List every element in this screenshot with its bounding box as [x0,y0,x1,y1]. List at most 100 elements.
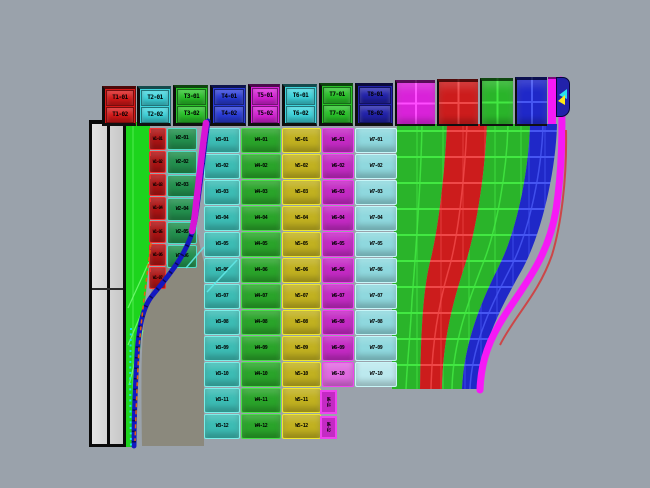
plate-label: W3-03 [215,188,229,195]
plate[interactable]: W7-03 [355,179,397,205]
plate[interactable]: W4-12 [241,413,281,439]
band-panel-navy[interactable]: T8-01 T8-02 [355,83,393,126]
plate-label: W4-05 [254,240,268,247]
plate[interactable]: W6-09 [322,336,354,362]
plate[interactable]: T4-01 [214,88,244,105]
plate[interactable]: T5-01 [252,87,278,105]
plate-column-lightcyan[interactable]: W7-01 W7-02 W7-03 W7-04 W7-05 W7-06 W7-07 W7-08… [355,127,397,388]
strake-green-grid[interactable] [392,124,447,389]
plate[interactable]: W5-03 [282,179,321,205]
plate[interactable]: W5-02 [282,153,321,179]
spar-slab[interactable] [89,120,126,447]
plate[interactable]: W7-02 [355,153,397,179]
plate[interactable]: W5-04 [282,205,321,231]
plate[interactable]: W6-01 [322,127,354,153]
plate-column-magenta-tabs[interactable]: W6-11 W6-12 [320,389,337,440]
plate[interactable]: W5-09 [282,335,321,361]
plate[interactable]: W6-07 [322,284,354,310]
plate[interactable]: T3-02 [177,106,206,123]
plate-column-magenta[interactable]: W6-01 W6-02 W6-03 W6-04 W6-05 W6-06 W6-07 W6-08… [322,127,354,388]
band-panel-blue[interactable]: T4-01 T4-02 [210,85,246,126]
band-panel-cyan[interactable]: T2-01 T2-02 [137,86,171,126]
strake-seam-lines [405,123,544,390]
plate[interactable]: T7-02 [323,105,351,123]
plate[interactable]: W6-06 [322,257,354,284]
plate[interactable]: W4-07 [241,283,281,309]
plate[interactable]: W7-07 [355,284,397,310]
band-panel-green-2[interactable]: T7-01 T7-02 [319,83,353,126]
plate[interactable]: W5-07 [282,283,321,309]
plate-column-green[interactable]: W4-01 W4-02 W4-03 W4-04 W4-05 W4-06 W4-07 W4-08… [241,127,281,439]
plate[interactable]: T6-02 [286,105,315,123]
hull-rim-magenta[interactable] [476,76,566,394]
plate[interactable]: W6-12 [320,415,337,439]
plate-label: W4-11 [254,396,268,403]
plate[interactable]: T8-02 [359,105,391,123]
selection-arrow-icon [558,89,567,105]
plate[interactable]: W7-09 [355,336,397,362]
plate[interactable]: T1-01 [106,89,134,106]
plate[interactable]: W6-10 [322,362,354,388]
plate[interactable]: W6-05 [322,231,354,257]
plate[interactable]: W4-01 [241,127,281,153]
plate[interactable]: W5-06 [282,257,321,283]
plate[interactable]: W4-06 [241,257,281,283]
plate[interactable]: W6-04 [322,205,354,231]
slab-seam [92,288,123,290]
slab-plank-divider [107,124,110,444]
band-panel-red[interactable]: T1-01 T1-02 [102,86,136,126]
plate[interactable]: W6-08 [322,310,354,336]
plate[interactable]: T3-01 [177,88,206,105]
band-end-cap[interactable] [556,77,570,117]
plate[interactable]: W6-02 [322,153,354,179]
plate[interactable]: T7-01 [323,86,351,104]
plate[interactable]: W5-12 [282,413,321,439]
plate[interactable]: W5-05 [282,231,321,257]
plate-label: W4-02 [254,162,268,169]
plate[interactable]: W7-05 [355,231,397,257]
plate[interactable]: T1-02 [106,106,134,123]
band-panel-cyan-2[interactable]: T6-01 T6-02 [282,84,317,126]
plate-column-yellow[interactable]: W5-01 W5-02 W5-03 W5-04 W5-05 W5-06 W5-07 W5-08… [282,127,321,439]
plate[interactable]: W4-08 [241,309,281,335]
plate-label: W5-07 [295,292,308,299]
plate[interactable]: W4-11 [241,387,281,413]
plate[interactable]: W7-10 [355,362,397,388]
plate[interactable]: W5-01 [282,127,321,153]
plate[interactable]: W5-11 [282,387,321,413]
plate-label: W5-08 [295,318,308,325]
plate[interactable]: W7-04 [355,205,397,231]
plate[interactable]: W4-03 [241,179,281,205]
plate[interactable]: W5-10 [282,361,321,387]
plate[interactable]: W6-11 [320,390,337,414]
plate[interactable]: T4-02 [214,106,244,123]
plate[interactable]: W7-06 [355,257,397,284]
plate[interactable]: W4-02 [241,153,281,179]
strake-blue[interactable] [462,124,557,389]
band-panel-green[interactable]: T3-01 T3-02 [173,85,208,126]
plate-label: W4-10 [254,370,268,377]
plate[interactable]: W4-04 [241,205,281,231]
plate[interactable]: W4-10 [241,361,281,387]
band-panel-blue-grid[interactable] [515,77,547,126]
plate-label: W7-09 [369,345,383,352]
plate[interactable]: W4-09 [241,335,281,361]
plate[interactable]: W6-03 [322,179,354,205]
plate[interactable]: T2-01 [141,89,169,106]
plate[interactable]: T2-02 [141,106,169,123]
plate[interactable]: W7-08 [355,310,397,336]
plate-label: W7-08 [369,319,383,326]
plate[interactable]: T5-02 [252,105,278,123]
plate-label: W7-02 [369,162,383,169]
band-panel-green-grid[interactable] [480,78,513,126]
plate-label: W5-10 [295,370,308,377]
band-panel-red-grid[interactable] [437,79,478,126]
plate[interactable]: W4-05 [241,231,281,257]
plate[interactable]: T6-01 [286,87,315,105]
plate[interactable]: W5-08 [282,309,321,335]
plate[interactable]: W7-01 [355,127,397,153]
band-panel-magenta[interactable]: T5-01 T5-02 [248,84,280,126]
band-panel-magenta-grid[interactable] [395,80,435,126]
plate[interactable]: T8-01 [359,86,391,104]
